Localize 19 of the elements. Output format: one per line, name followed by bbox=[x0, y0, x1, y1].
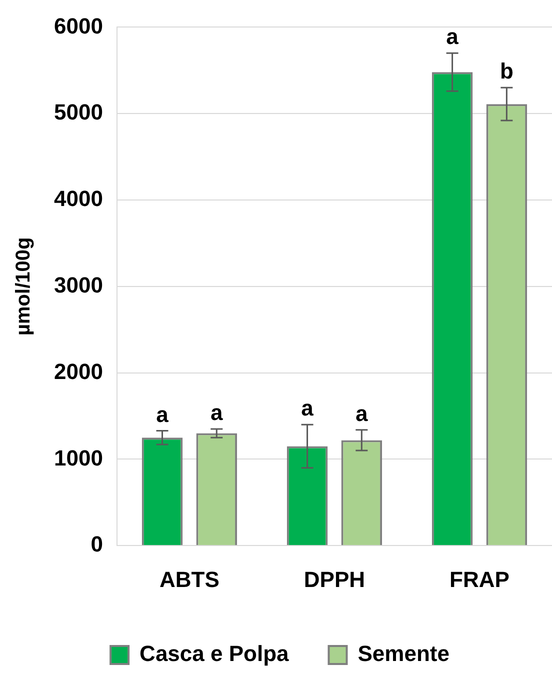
data-label: a bbox=[446, 24, 460, 50]
data-label: b bbox=[500, 58, 514, 84]
y-tick-label: 2000 bbox=[54, 358, 103, 384]
legend-label: Semente bbox=[358, 641, 450, 666]
y-tick-label: 5000 bbox=[54, 100, 103, 125]
legend-label: Casca e Polpa bbox=[140, 641, 290, 666]
data-label: a bbox=[210, 400, 224, 426]
x-tick-label: DPPH bbox=[304, 566, 366, 592]
y-tick-label: 0 bbox=[90, 532, 103, 557]
y-tick-label: 3000 bbox=[54, 272, 103, 298]
data-label: a bbox=[356, 400, 369, 426]
x-tick-label: ABTS bbox=[160, 566, 220, 592]
data-label: a bbox=[156, 402, 170, 427]
y-axis-title: µmol/100g bbox=[12, 237, 35, 336]
y-tick-label: 4000 bbox=[54, 186, 103, 212]
y-tick-label: 6000 bbox=[54, 13, 103, 38]
x-tick-label: FRAP bbox=[450, 566, 510, 592]
data-label: a bbox=[301, 396, 314, 421]
y-tick-label: 1000 bbox=[54, 445, 103, 470]
